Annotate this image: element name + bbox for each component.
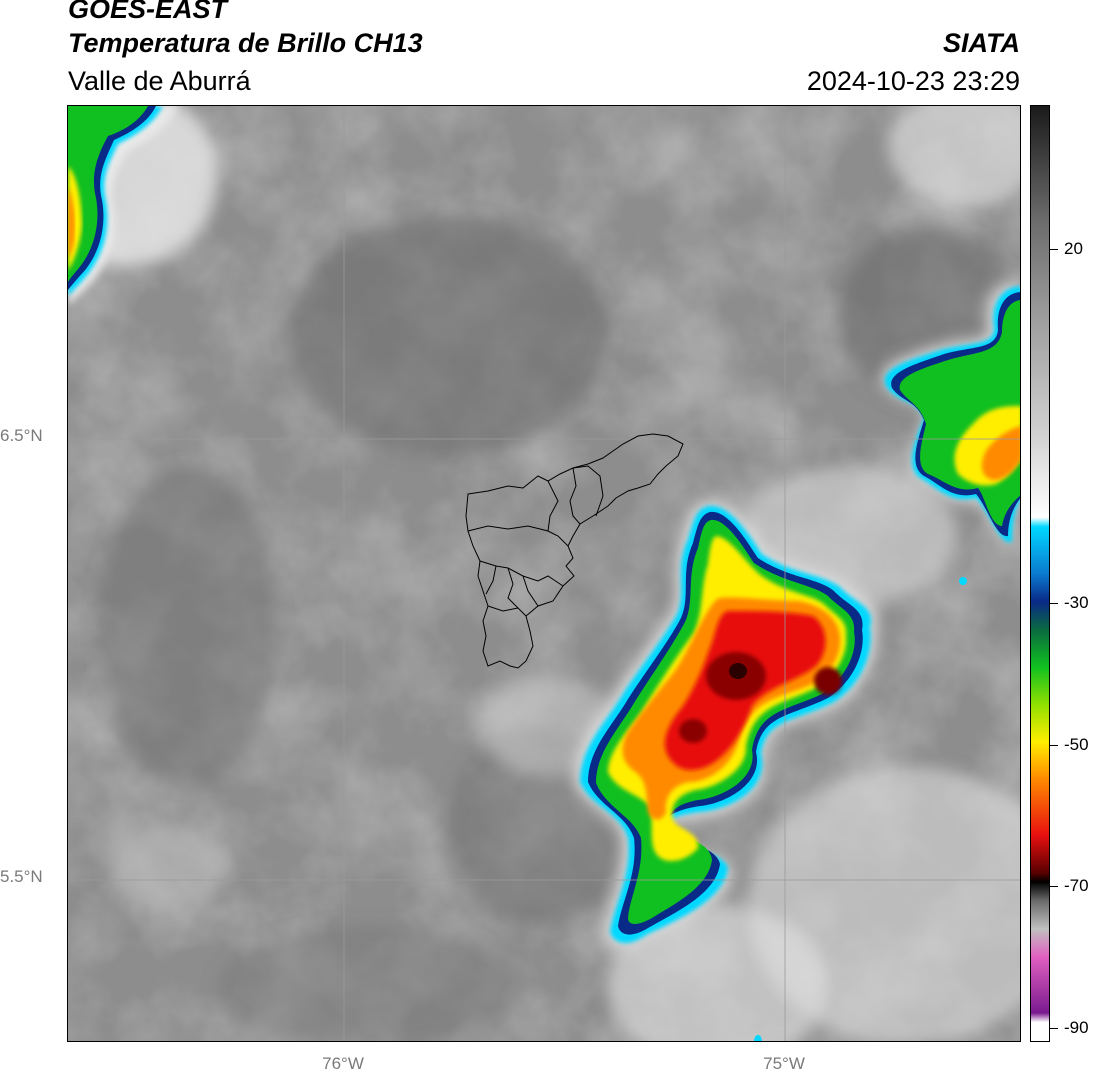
main-storm-cell [573, 500, 878, 951]
colorbar-label-20: 20 [1064, 239, 1083, 258]
storm-cell-northwest [68, 106, 178, 306]
region-subtitle: Valle de Aburrá [68, 66, 251, 96]
timestamp-label: 2024-10-23 23:29 [806, 66, 1020, 96]
title-line-1: GOES-EAST [68, 0, 228, 24]
title-line-2: Temperatura de Brillo CH13 [68, 28, 423, 58]
lat-label-6.5N: 6.5°N [0, 426, 43, 445]
storm-cell-east [881, 281, 1020, 547]
dark-cloud-zones [98, 216, 1018, 1041]
satellite-map[interactable] [67, 105, 1021, 1042]
organization-label: SIATA [943, 28, 1020, 58]
graticule [68, 106, 1020, 1041]
colorbar-label-minus50: -50 [1064, 735, 1089, 754]
colorbar-tick [1050, 249, 1058, 250]
brightness-temperature-field [68, 106, 1020, 1041]
lat-label-5.5N: 5.5°N [0, 867, 43, 886]
light-cloud-zones [68, 106, 1020, 1041]
temperature-colorbar [1030, 105, 1050, 1042]
colorbar-label-minus30: -30 [1064, 593, 1089, 612]
lon-label-76W: 76°W [322, 1054, 364, 1073]
colorbar-tick [1050, 886, 1058, 887]
municipal-boundaries [465, 433, 684, 669]
cold-pixel-speck [959, 577, 967, 585]
colorbar-tick [1050, 603, 1058, 604]
lon-label-75W: 75°W [763, 1054, 805, 1073]
colorbar-tick [1050, 745, 1058, 746]
colorbar-label-minus90: -90 [1064, 1018, 1089, 1037]
colorbar-label-minus70: -70 [1064, 876, 1089, 895]
colorbar-tick [1050, 1028, 1058, 1029]
cold-pixel-speck [754, 1035, 762, 1041]
